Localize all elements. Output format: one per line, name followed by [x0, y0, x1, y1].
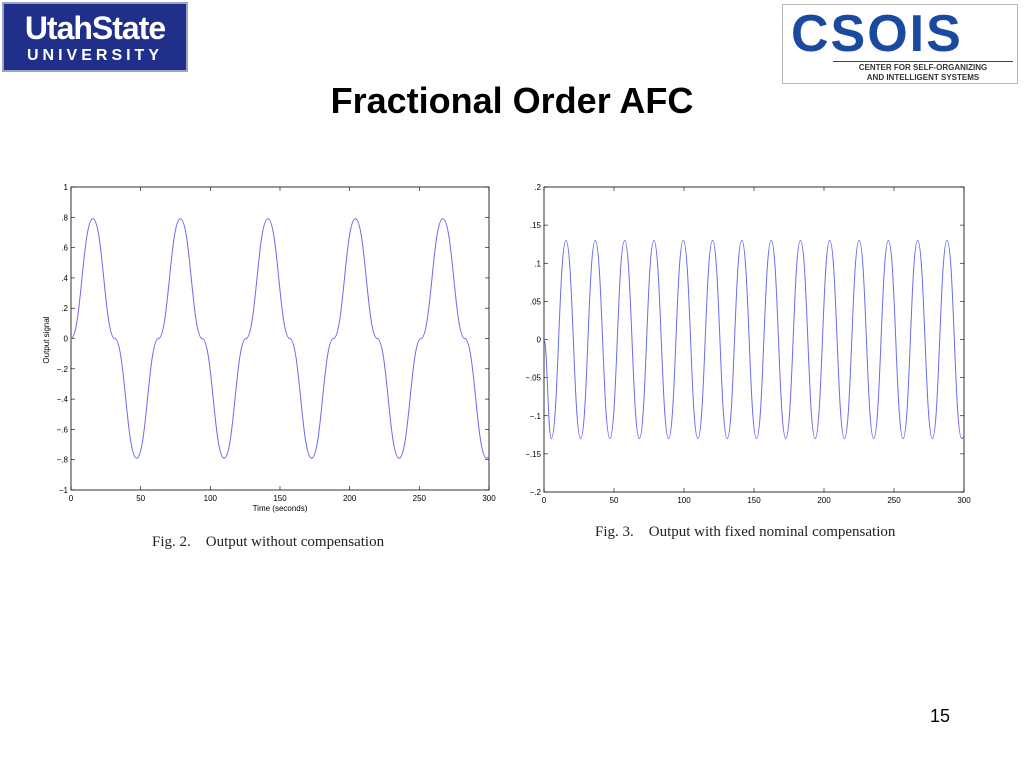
y-tick-label: −.2: [530, 488, 542, 497]
y-tick-label: .4: [61, 274, 68, 283]
y-tick-label: −.15: [525, 450, 541, 459]
fig3-caption: Fig. 3. Output with fixed nominal compen…: [595, 524, 896, 540]
y-tick-label: .05: [530, 297, 542, 306]
y-tick-label: −.6: [57, 425, 69, 434]
y-tick-label: .6: [61, 244, 68, 253]
x-tick-label: 50: [610, 496, 619, 505]
series-line-0: [70, 218, 490, 459]
x-tick-label: 0: [542, 496, 547, 505]
usu-logo-line2: UNIVERSITY: [26, 47, 163, 64]
plot-frame: [70, 186, 490, 491]
slide-title: Fractional Order AFC: [330, 80, 694, 121]
csois-logo-sub1: CENTER FOR SELF-ORGANIZING: [858, 63, 988, 72]
chart-xlabel: Time (seconds): [253, 504, 308, 513]
y-tick-label: −1: [59, 486, 69, 495]
x-tick-label: 150: [273, 494, 287, 503]
csois-logo: CSOIS CENTER FOR SELF-ORGANIZING AND INT…: [782, 4, 1018, 84]
x-tick-label: 200: [817, 496, 831, 505]
usu-logo-line1: UtahState: [24, 10, 166, 46]
y-tick-label: −.4: [57, 395, 69, 404]
x-tick-label: 300: [957, 496, 971, 505]
x-tick-label: 200: [343, 494, 357, 503]
y-tick-label: .2: [534, 183, 541, 192]
utah-state-university-logo: UtahState UNIVERSITY: [2, 2, 188, 72]
csois-logo-word: CSOIS: [791, 5, 963, 63]
x-tick-label: 300: [482, 494, 496, 503]
x-tick-label: 100: [204, 494, 218, 503]
chart-output-fixed-nominal-compensation: 0 50 100 150 200 250 300 −.2 −.15 −.1 −.05 0 .05 .1 .1…: [525, 183, 971, 505]
y-tick-label: −.05: [525, 374, 541, 383]
y-tick-label: .8: [61, 213, 68, 222]
fig2-caption: Fig. 2. Output without compensation: [152, 534, 385, 550]
y-tick-label: .15: [530, 221, 542, 230]
chart-output-without-compensation: Output signal Time (seconds) 0 50 100 150 20…: [42, 183, 496, 513]
page-number: 15: [930, 706, 951, 726]
x-tick-label: 50: [136, 494, 145, 503]
y-tick-label: −.8: [57, 456, 69, 465]
x-tick-label: 150: [747, 496, 761, 505]
x-tick-label: 0: [69, 494, 74, 503]
y-tick-label: 0: [64, 335, 69, 344]
plot-frame: [543, 186, 965, 493]
csois-logo-subtitle: CENTER FOR SELF-ORGANIZING AND INTELLIGE…: [833, 61, 1013, 83]
y-tick-label: .1: [534, 259, 541, 268]
x-tick-label: 250: [887, 496, 901, 505]
chart-ylabel: Output signal: [42, 316, 51, 363]
csois-logo-sub2: AND INTELLIGENT SYSTEMS: [866, 73, 980, 82]
x-tick-label: 100: [677, 496, 691, 505]
y-tick-label: 0: [537, 336, 542, 345]
y-tick-label: .2: [61, 304, 68, 313]
y-tick-label: −.2: [57, 365, 69, 374]
y-tick-label: −.1: [530, 412, 542, 421]
y-tick-label: 1: [64, 183, 69, 192]
x-tick-label: 250: [413, 494, 427, 503]
series-line-0: [543, 239, 965, 440]
